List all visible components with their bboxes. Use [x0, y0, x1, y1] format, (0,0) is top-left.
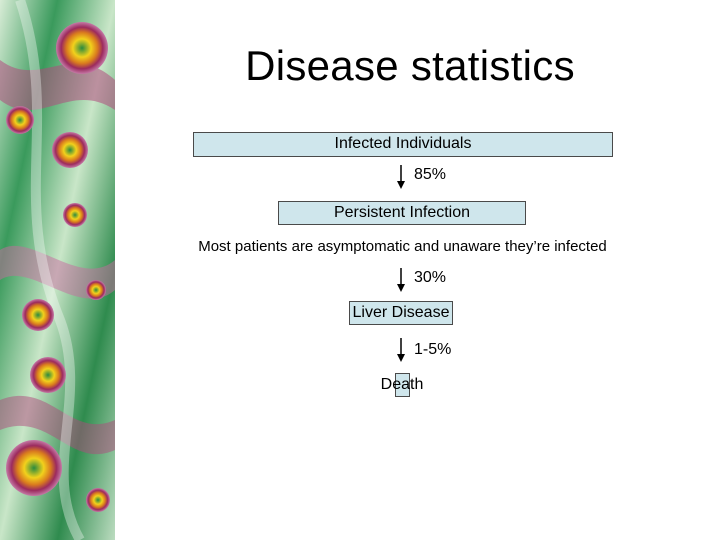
node-death-label: Death [380, 376, 424, 393]
node-persistent-infection-label: Persistent Infection [333, 204, 471, 221]
asymptomatic-note: Most patients are asymptomatic and unawa… [198, 238, 607, 255]
arrow-down-icon [397, 338, 405, 362]
rate-to-death: 1-5% [414, 341, 452, 358]
arrow-down-icon [397, 268, 405, 292]
node-infected-individuals-label: Infected Individuals [334, 135, 472, 152]
node-liver-disease-label: Liver Disease [352, 304, 450, 321]
node-liver-disease: Liver Disease [349, 301, 453, 325]
node-infected-individuals: Infected Individuals [193, 132, 613, 157]
node-death-marker [395, 373, 410, 397]
arrow-down-icon [397, 165, 405, 189]
decorative-virus-panel [0, 0, 115, 540]
rate-to-persistent: 85% [414, 166, 447, 183]
virus-illustration [0, 0, 115, 540]
slide-title: Disease statistics [245, 42, 575, 89]
rate-to-liver: 30% [414, 269, 447, 286]
node-persistent-infection: Persistent Infection [278, 201, 526, 225]
